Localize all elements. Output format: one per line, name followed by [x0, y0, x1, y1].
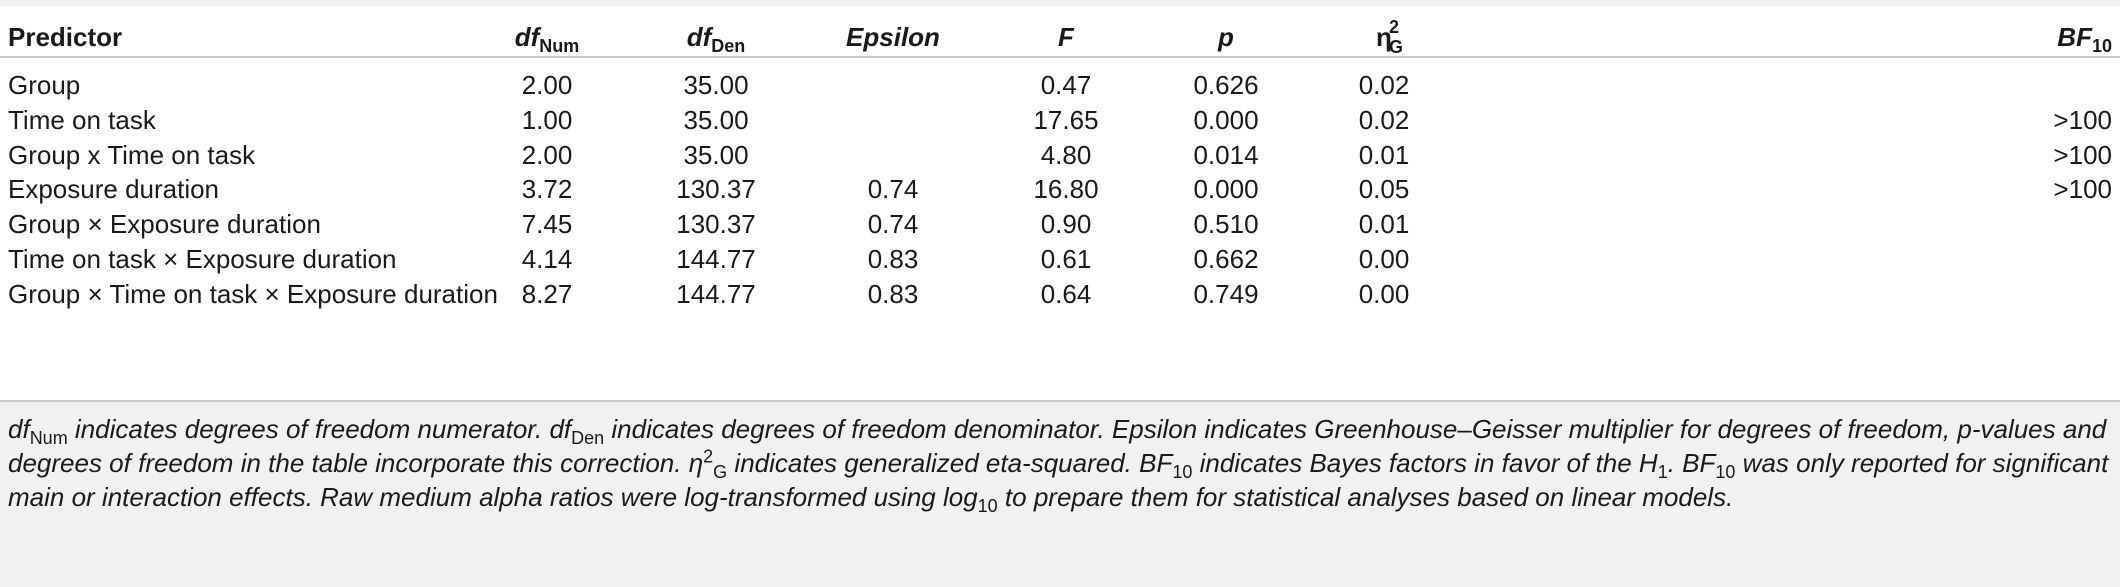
- cell-p: 0.510: [1193, 209, 1259, 239]
- footnote-subscript: Den: [571, 428, 605, 449]
- cell-epsilon: 0.83: [867, 279, 919, 309]
- cell-p: 0.626: [1193, 70, 1259, 100]
- top-band: [0, 0, 2120, 6]
- footnote-text: . BF: [1667, 448, 1716, 478]
- cell-df-num: 1.00: [521, 105, 573, 135]
- footnote-text: was only reported for significant main o…: [8, 448, 2109, 512]
- cell-f: 4.80: [1040, 140, 1092, 170]
- cell-f: 0.90: [1040, 209, 1092, 239]
- footnote-text: indicates degrees of freedom denominator…: [8, 414, 2107, 478]
- cell-bf: >100: [2053, 140, 2112, 170]
- cell-eta: 0.02: [1358, 70, 1410, 100]
- cell-eta: 0.00: [1358, 244, 1410, 274]
- cell-predictor: Group x Time on task: [8, 140, 256, 170]
- header-df-num-main: df: [514, 22, 540, 52]
- cell-predictor: Time on task: [8, 105, 156, 135]
- header-predictor: Predictor: [8, 22, 123, 52]
- cell-p: 0.000: [1193, 174, 1259, 204]
- footnote-subscript: Num: [29, 428, 68, 449]
- cell-f: 0.61: [1040, 244, 1092, 274]
- footnote-text: to prepare them for statistical analyses…: [997, 482, 1734, 512]
- footnote-subscript: 10: [1172, 462, 1193, 483]
- table-footnote: dfNum indicates degrees of freedom numer…: [8, 412, 2112, 517]
- header-p: p: [1218, 22, 1234, 52]
- header-eta-sup: 2: [1389, 17, 1400, 37]
- header-bf: BF10: [2057, 22, 2112, 61]
- cell-eta: 0.01: [1358, 140, 1410, 170]
- header-df-den: dfDen: [687, 22, 746, 61]
- cell-f: 16.80: [1033, 174, 1099, 204]
- cell-epsilon: 0.74: [867, 209, 919, 239]
- header-df-num: dfNum: [515, 22, 580, 61]
- cell-df-den: 144.77: [676, 244, 756, 274]
- header-rule: [0, 56, 2120, 58]
- cell-df-den: 35.00: [683, 105, 749, 135]
- footer-rule: [0, 400, 2120, 402]
- header-eta-sub: G: [1389, 37, 1404, 57]
- footnote-superscript: 2: [703, 446, 714, 467]
- cell-df-den: 35.00: [683, 70, 749, 100]
- cell-df-num: 2.00: [521, 70, 573, 100]
- cell-df-num: 3.72: [521, 174, 573, 204]
- footnote-subscript: 1: [1657, 462, 1668, 483]
- cell-df-num: 7.45: [521, 209, 573, 239]
- cell-df-den: 130.37: [676, 174, 756, 204]
- cell-f: 0.47: [1040, 70, 1092, 100]
- header-df-den-main: df: [686, 22, 712, 52]
- cell-eta: 0.01: [1358, 209, 1410, 239]
- header-epsilon: Epsilon: [846, 22, 940, 52]
- footnote-eta: η: [688, 448, 704, 478]
- cell-eta: 0.05: [1358, 174, 1410, 204]
- cell-p: 0.662: [1193, 244, 1259, 274]
- cell-eta: 0.02: [1358, 105, 1410, 135]
- cell-df-num: 2.00: [521, 140, 573, 170]
- footnote-text: indicates degrees of freedom numerator. …: [67, 414, 572, 444]
- footnote-subscript: 10: [1715, 462, 1736, 483]
- header-df-num-sub: Num: [539, 36, 580, 56]
- cell-predictor: Group: [8, 70, 81, 100]
- cell-df-num: 8.27: [521, 279, 573, 309]
- cell-p: 0.000: [1193, 105, 1259, 135]
- header-eta-main: η: [1376, 22, 1392, 52]
- cell-epsilon: 0.74: [867, 174, 919, 204]
- cell-predictor: Time on task × Exposure duration: [8, 244, 397, 274]
- header-bf-sub: 10: [2091, 36, 2112, 56]
- table-body: Group 2.00 35.00 0.47 0.626 0.02 Time on…: [0, 58, 2120, 400]
- cell-bf: >100: [2053, 105, 2112, 135]
- cell-df-den: 35.00: [683, 140, 749, 170]
- cell-p: 0.749: [1193, 279, 1259, 309]
- cell-f: 17.65: [1033, 105, 1099, 135]
- cell-df-den: 144.77: [676, 279, 756, 309]
- header-f: F: [1058, 22, 1074, 52]
- footnote-text: indicates Bayes factors in favor of the …: [1192, 448, 1658, 478]
- footnote-text: indicates generalized eta-squared. BF: [727, 448, 1173, 478]
- cell-f: 0.64: [1040, 279, 1092, 309]
- cell-bf: >100: [2053, 174, 2112, 204]
- cell-df-den: 130.37: [676, 209, 756, 239]
- footnote-text: df: [8, 414, 30, 444]
- cell-predictor: Group × Exposure duration: [8, 209, 321, 239]
- header-df-den-sub: Den: [711, 36, 746, 56]
- cell-p: 0.014: [1193, 140, 1259, 170]
- cell-df-num: 4.14: [521, 244, 573, 274]
- header-bf-main: BF: [2057, 22, 2092, 52]
- footnote-subscript: G: [713, 462, 728, 483]
- footnote-band: [0, 402, 2120, 587]
- cell-eta: 0.00: [1358, 279, 1410, 309]
- cell-epsilon: 0.83: [867, 244, 919, 274]
- cell-predictor: Exposure duration: [8, 174, 220, 204]
- footnote-subscript: 10: [977, 496, 998, 517]
- cell-predictor: Group × Time on task × Exposure duration: [8, 279, 498, 309]
